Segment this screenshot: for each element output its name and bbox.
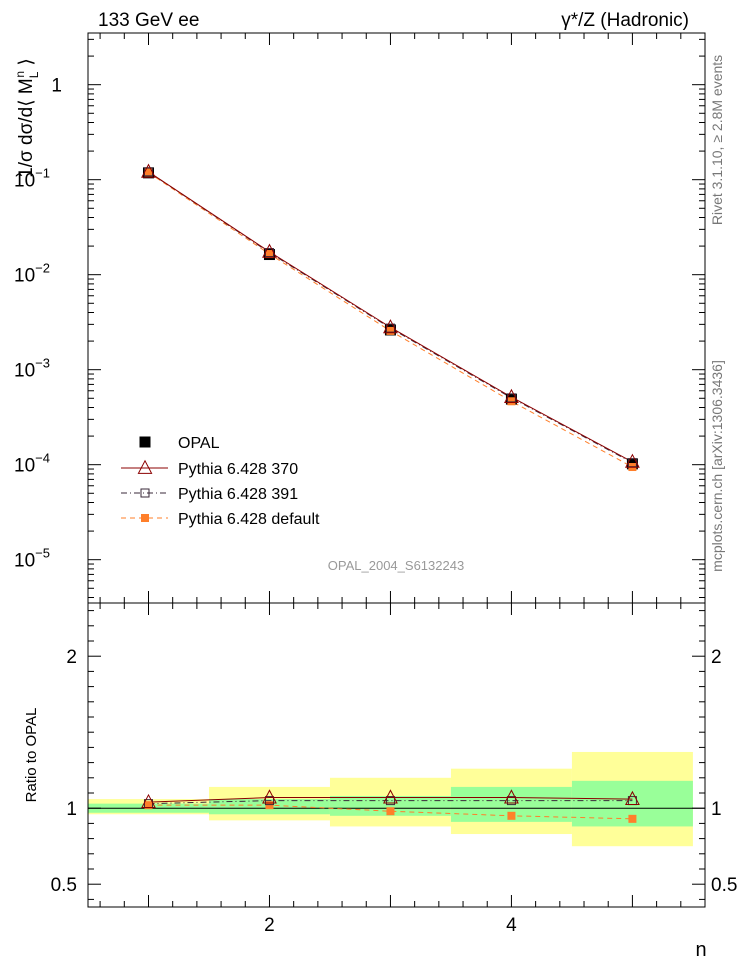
legend-marker	[137, 459, 153, 474]
ratio-line-1	[148, 800, 633, 805]
ratio-series	[141, 789, 640, 823]
legend-marker	[140, 488, 150, 498]
ratio-point-pythia-391	[264, 796, 274, 806]
ratio-y-tick-label-right: 1	[711, 799, 722, 820]
legend-marker	[141, 514, 149, 522]
main-y-axis-label: 1/σ dσ/d⟨ MLn ⟩	[13, 58, 41, 178]
series-line-2	[148, 171, 633, 464]
ratio-point-pythia-370	[141, 793, 156, 809]
ratio-point-pythia-391	[506, 796, 516, 806]
ratio-point-pythia-default	[628, 814, 637, 823]
x-axis-label: n	[695, 939, 706, 961]
legend: OPAL Pythia 6.428 370 Pythia 6.428 391 Pyth…	[121, 435, 320, 528]
analysis-watermark: OPAL_2004_S6132243	[328, 558, 464, 573]
y-tick-label: 10−3	[14, 356, 50, 382]
main-y-tick-labels: 10−5 10−4 10−3 10−2 10−1 1	[14, 76, 62, 572]
legend-label: Pythia 6.428 default	[178, 511, 320, 528]
ratio-panel: 0.5 0.5 1 1 2 2 2 4	[51, 602, 738, 936]
ratio-tick-labels: 0.5 0.5 1 1 2 2 2 4	[51, 647, 738, 936]
series-line-1	[148, 171, 633, 463]
main-y-axis-label-text: 1/σ dσ/d⟨ MLn ⟩	[13, 58, 41, 178]
ratio-plot-frame	[87, 602, 706, 908]
data-point-pythia-370	[141, 163, 156, 178]
header-right: γ*/Z (Hadronic)	[561, 10, 689, 31]
mcplots-reference-text: mcplots.cern.ch [arXiv:1306.3436]	[709, 360, 725, 572]
ratio-y-axis-label: Ratio to OPAL	[23, 708, 40, 803]
ratio-y-tick-label-right: 0.5	[711, 875, 737, 896]
y-tick-label: 10−2	[14, 261, 50, 287]
rivet-version-text: Rivet 3.1.10, ≥ 2.8M events	[709, 55, 725, 225]
y-tick-label: 1	[51, 76, 62, 97]
ratio-point-pythia-default	[507, 811, 516, 820]
ratio-y-tick-label-left: 2	[66, 647, 77, 668]
ratio-point-pythia-370	[383, 789, 398, 804]
main-axis-ticks	[88, 33, 705, 603]
ratio-point-pythia-370	[262, 789, 277, 804]
legend-label: OPAL	[178, 435, 220, 452]
ratio-point-pythia-370	[504, 789, 519, 804]
header-left: 133 GeV ee	[98, 10, 199, 31]
ratio-line-0	[148, 797, 633, 803]
data-point-pythia-370	[383, 319, 398, 334]
ratio-y-tick-label-left: 0.5	[51, 875, 77, 896]
ratio-point-pythia-default	[386, 807, 395, 816]
ratio-point-pythia-default	[265, 801, 274, 810]
x-tick-label: 4	[506, 915, 517, 936]
data-point-pythia-default	[265, 250, 274, 259]
data-point-pythia-370	[504, 388, 519, 403]
data-point-pythia-default	[507, 397, 516, 406]
x-tick-label: 2	[264, 915, 275, 936]
legend-label: Pythia 6.428 391	[178, 486, 298, 503]
legend-marker	[139, 436, 151, 448]
ratio-point-pythia-default	[144, 801, 153, 810]
ratio-point-pythia-391	[385, 796, 395, 806]
data-point-pythia-default	[386, 326, 395, 335]
y-tick-label: 10−5	[14, 546, 50, 572]
ratio-point-pythia-370	[624, 790, 640, 805]
data-point-pythia-default	[144, 168, 153, 177]
y-tick-label: 10−4	[14, 451, 50, 477]
data-point-pythia-370	[262, 243, 277, 258]
ratio-axis-ticks	[88, 603, 705, 907]
y-tick-label: 10−1	[14, 166, 50, 192]
data-point-pythia-370	[624, 453, 640, 468]
main-series	[141, 163, 640, 472]
legend-label: Pythia 6.428 370	[178, 461, 298, 478]
ratio-y-tick-label-left: 1	[66, 799, 77, 820]
main-panel: 10−5 10−4 10−3 10−2 10−1 1 OPAL_2004_S6132243…	[14, 32, 706, 604]
ratio-y-tick-label-right: 2	[711, 647, 722, 668]
